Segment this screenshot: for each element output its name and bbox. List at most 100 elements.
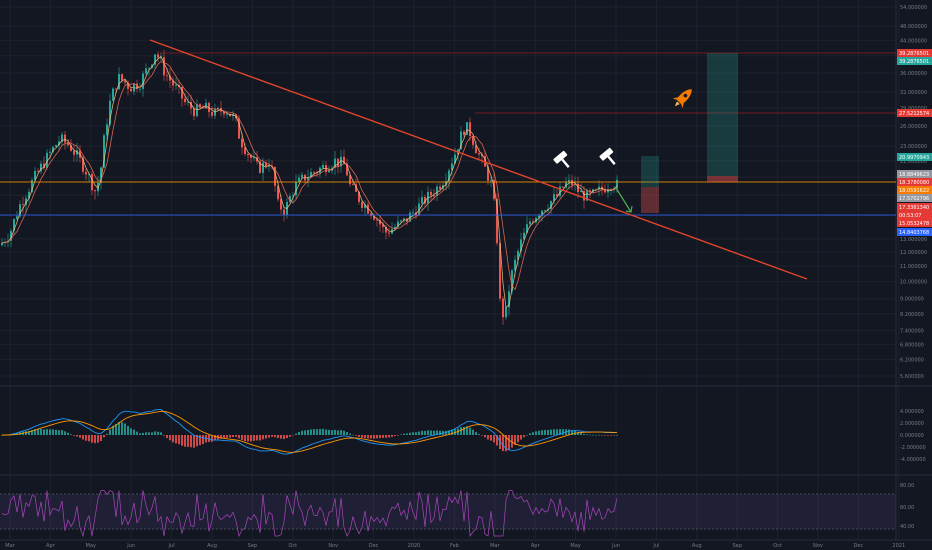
macd-histogram-bar — [199, 435, 201, 446]
price-tick-label: 7.400000 — [900, 329, 924, 335]
macd-histogram-bar — [37, 429, 39, 435]
candle-body — [244, 147, 246, 155]
time-tick-label: Dec — [854, 543, 864, 549]
macd-histogram-bar — [205, 435, 207, 443]
macd-histogram-bar — [163, 435, 165, 436]
price-axis[interactable]: 54.00000048.00000044.00000040.00000036.0… — [897, 5, 932, 530]
price-pane — [1, 50, 618, 325]
candle-body — [454, 154, 456, 164]
rocket-icon — [672, 89, 692, 109]
candle-body — [67, 142, 69, 146]
candle-body — [418, 203, 420, 216]
candle-body — [118, 74, 120, 90]
macd-histogram-bar — [151, 432, 153, 435]
rsi-tick-label: 80.00 — [900, 483, 914, 489]
long-position-target — [707, 53, 738, 176]
time-tick-label: Jul — [652, 543, 659, 549]
price-tick-label: 32.000000 — [900, 90, 927, 96]
candle-body — [433, 195, 435, 197]
candle-body — [25, 198, 27, 206]
candle-body — [166, 75, 168, 77]
candle-body — [211, 111, 213, 116]
price-tick-label: 12.000000 — [900, 250, 927, 256]
macd-histogram-bar — [265, 435, 267, 439]
candle-body — [52, 146, 54, 152]
price-tick-label: 9.000000 — [900, 297, 924, 303]
candle-body — [31, 180, 33, 192]
macd-histogram-bar — [244, 435, 246, 442]
candle-body — [556, 194, 558, 197]
macd-histogram-bar — [142, 432, 144, 435]
candle-body — [607, 189, 609, 193]
candle-body — [322, 165, 324, 168]
macd-histogram-bar — [307, 429, 309, 435]
moving-average-fast — [1, 55, 618, 309]
price-tag-label: 39.2876501 — [899, 59, 929, 65]
macd-histogram-bar — [541, 430, 543, 435]
macd-histogram-bar — [193, 435, 195, 448]
time-axis[interactable]: Mar Apr May Jun Jul Aug Sep Oct Nov Dec 2020 Feb Mar… — [5, 543, 905, 549]
macd-histogram-bar — [535, 431, 537, 435]
macd-histogram-bar — [403, 433, 405, 435]
candle-body — [373, 215, 375, 220]
macd-histogram-bar — [460, 427, 462, 435]
candle-body — [505, 307, 507, 318]
candle-body — [586, 190, 588, 201]
macd-histogram-bar — [445, 430, 447, 435]
macd-tick-label: 4.000000 — [900, 409, 924, 415]
candle-body — [577, 183, 579, 193]
macd-histogram-bar — [463, 426, 465, 435]
macd-histogram-bar — [376, 435, 378, 439]
candle-body — [544, 210, 546, 212]
macd-histogram-bar — [319, 429, 321, 435]
candle-body — [532, 221, 534, 223]
price-tag-label: 14.8403768 — [899, 230, 929, 236]
macd-histogram-bar — [508, 435, 510, 450]
rsi-tick-label: 40.00 — [900, 524, 914, 530]
macd-histogram-bar — [424, 430, 426, 435]
price-tag — [897, 178, 932, 186]
candle-body — [424, 197, 426, 204]
time-tick-label: Sep — [248, 543, 257, 549]
macd-histogram-bar — [61, 430, 63, 435]
macd-histogram-bar — [391, 435, 393, 437]
macd-histogram-bar — [235, 435, 237, 437]
price-tag — [897, 109, 932, 117]
time-tick-label: Jun — [611, 543, 620, 549]
candle-body — [382, 224, 384, 227]
macd-histogram-bar — [286, 435, 288, 439]
macd-histogram-bar — [154, 431, 156, 435]
candle-body — [430, 191, 432, 196]
macd-histogram-bar — [247, 435, 249, 442]
macd-histogram-bar — [568, 429, 570, 435]
macd-histogram-bar — [253, 435, 255, 441]
macd-histogram-bar — [589, 434, 591, 436]
candle-body — [55, 145, 57, 147]
candle-body — [499, 243, 501, 299]
candle-body — [241, 138, 243, 148]
candle-body — [103, 135, 105, 168]
price-tag — [897, 57, 932, 65]
macd-histogram-bar — [577, 431, 579, 435]
candle-body — [346, 163, 348, 176]
macd-histogram-bar — [538, 430, 540, 435]
macd-histogram-bar — [331, 430, 333, 435]
candle-body — [490, 179, 492, 181]
macd-histogram-bar — [49, 429, 51, 435]
gavel-head — [599, 147, 614, 161]
macd-histogram-bar — [613, 435, 615, 436]
macd-histogram-bar — [181, 435, 183, 446]
macd-histogram-bar — [106, 433, 108, 435]
macd-histogram-bar — [130, 428, 132, 435]
long-position-target — [641, 156, 659, 187]
candle-body — [541, 210, 543, 216]
candle-body — [70, 145, 72, 151]
candle-body — [250, 155, 252, 158]
macd-histogram-bar — [328, 429, 330, 435]
candle-body — [151, 64, 153, 68]
rocket-fin — [672, 97, 680, 100]
macd-histogram-bar — [490, 435, 492, 441]
price-tick-label: 10.000000 — [900, 280, 927, 286]
